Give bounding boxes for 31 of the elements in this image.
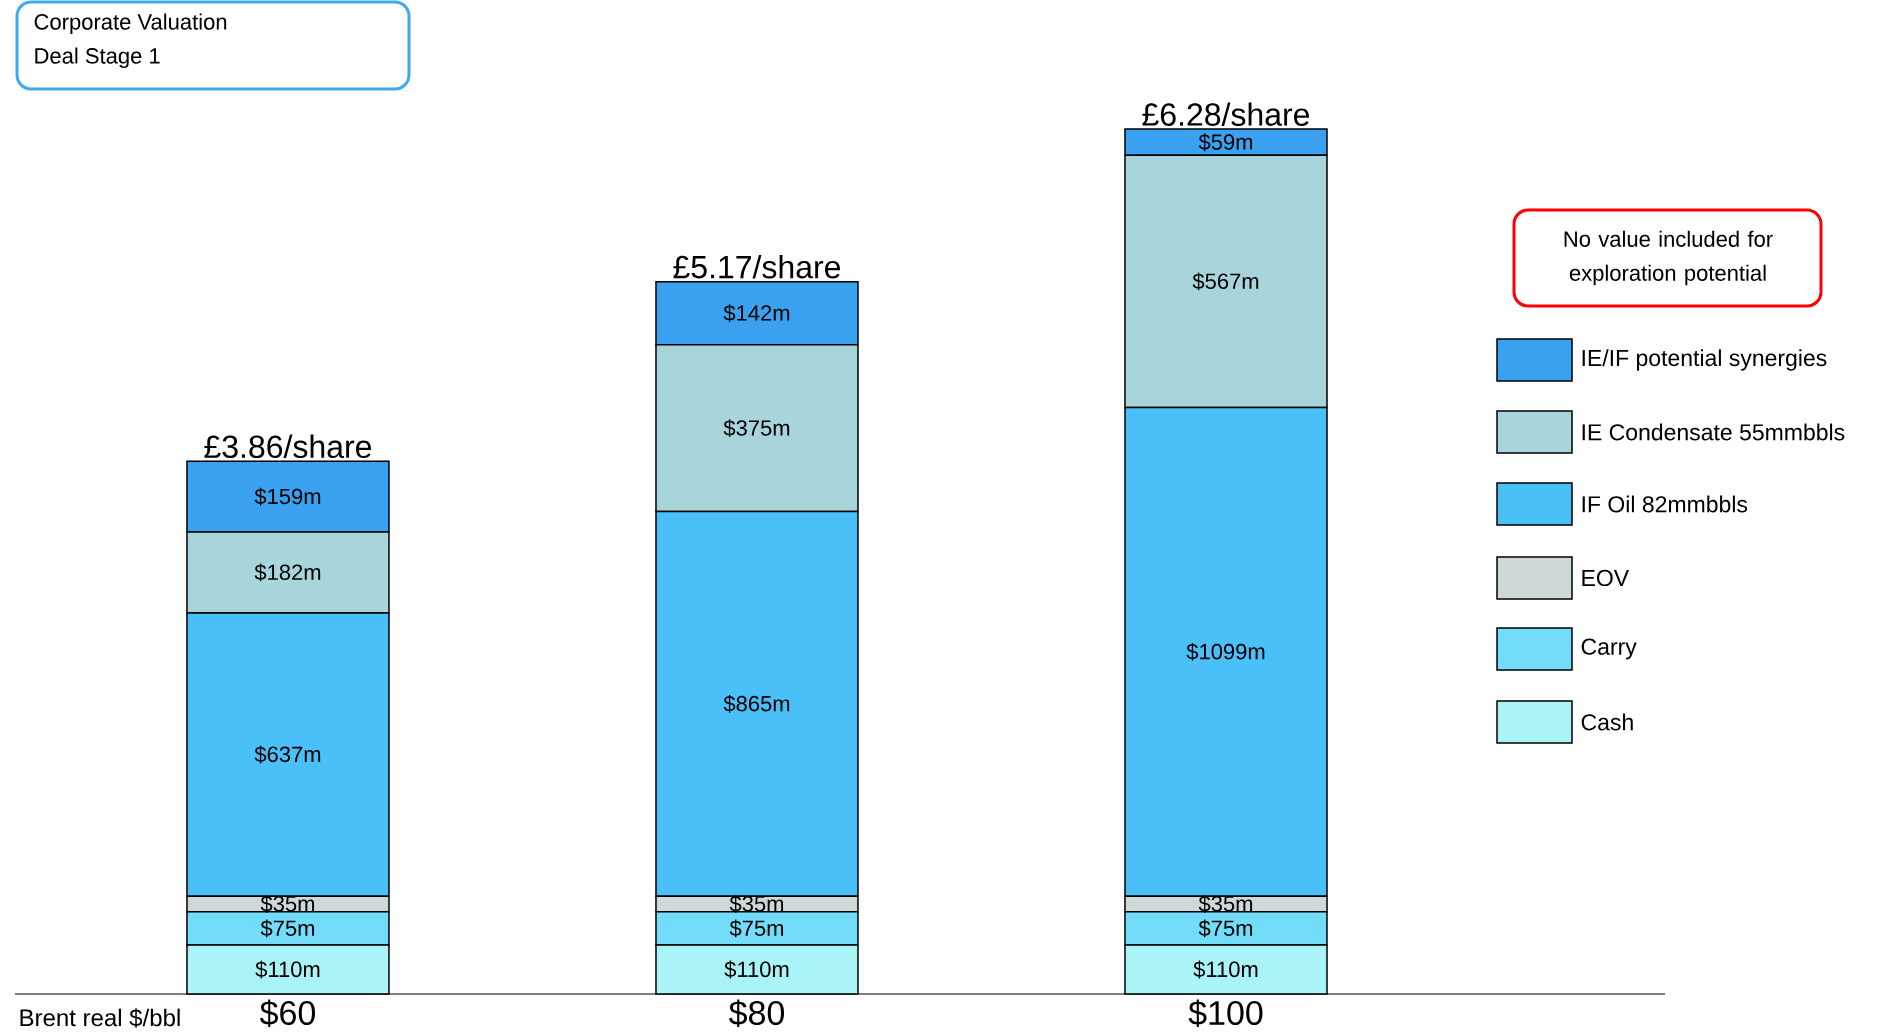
annotation: £6.28/share	[1142, 102, 1310, 126]
data-label: $1099m	[1186, 642, 1265, 661]
data-label: $865m	[723, 694, 790, 713]
legend-label: EOV	[1582, 569, 1630, 587]
data-label: $110m	[1193, 960, 1258, 979]
legend-label: IE Condensate 55mmbbls	[1582, 423, 1845, 441]
data-label: $75m	[260, 919, 315, 938]
chart-title: Corporate Valuation	[34, 13, 227, 35]
data-label: $110m	[724, 960, 789, 979]
x-tick-label: $100	[1188, 999, 1263, 1028]
data-label: $142m	[723, 304, 790, 323]
data-label: $110m	[255, 960, 320, 979]
x-tick-label: $60	[259, 999, 315, 1028]
x-axis-title: Brent real $/bbl	[20, 1008, 180, 1028]
annotation: No value included for exploration potential	[1564, 230, 1773, 286]
legend-label: IF Oil 82mmbbls	[1582, 495, 1748, 513]
data-label: $75m	[1198, 919, 1253, 938]
data-label: $59m	[1198, 133, 1253, 152]
data-label: $637m	[254, 745, 321, 764]
legend-label: Carry	[1581, 638, 1637, 660]
legend-label: Cash	[1581, 713, 1633, 731]
annotation: £5.17/share	[673, 254, 841, 279]
annotation: £3.86/share	[204, 434, 372, 459]
data-label: $75m	[729, 919, 784, 938]
legend-label: IE/IF potential synergies	[1582, 349, 1827, 371]
data-label: $182m	[254, 563, 321, 582]
data-label: $159m	[254, 487, 321, 506]
x-tick-label: $80	[728, 999, 785, 1028]
chart-subtitle: Deal Stage 1	[35, 47, 160, 69]
data-label: $567m	[1192, 272, 1259, 291]
data-label: $375m	[723, 419, 790, 438]
